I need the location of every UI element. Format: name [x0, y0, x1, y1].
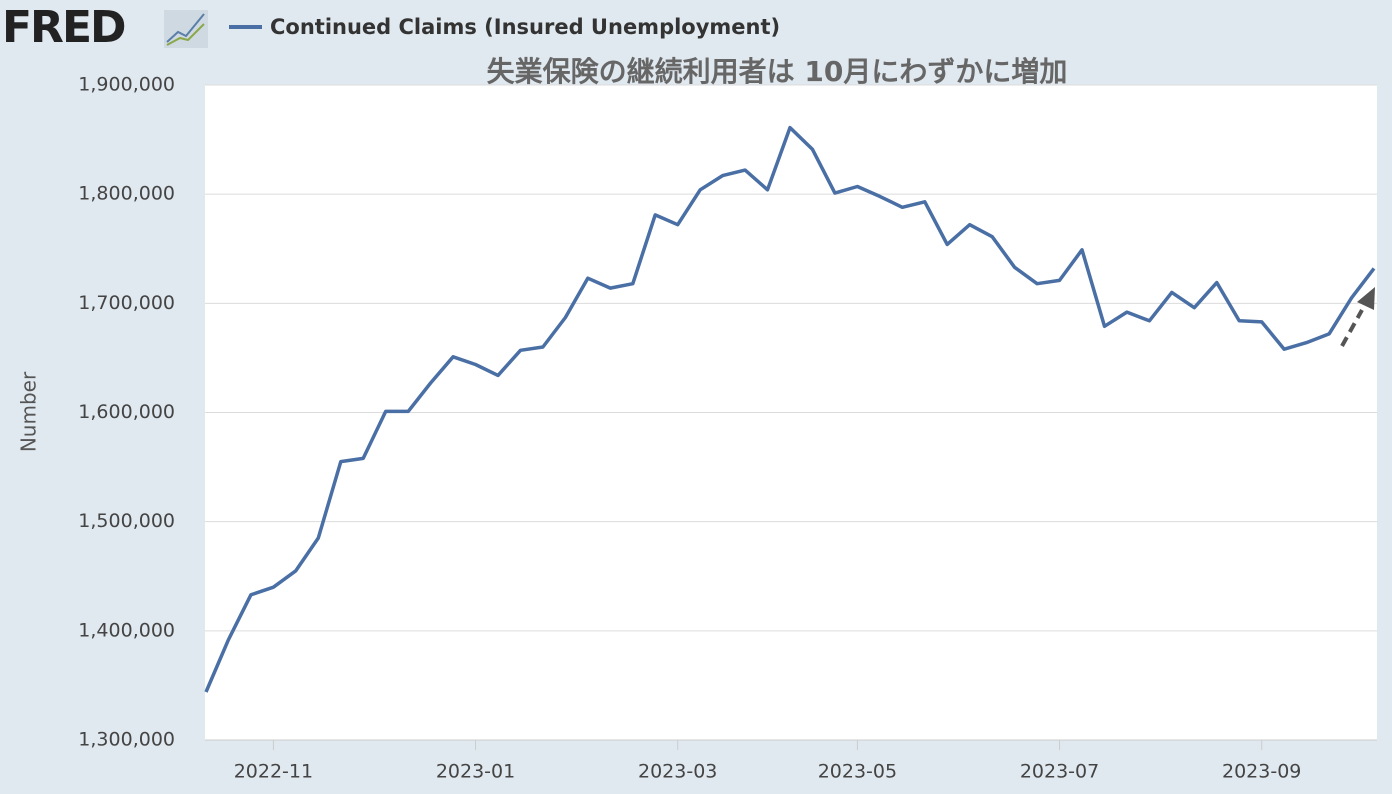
y-tick-label: 1,700,000	[78, 292, 175, 314]
x-tick-label: 2023-03	[638, 761, 717, 783]
data-line	[204, 125, 1376, 693]
y-tick-label: 1,500,000	[78, 510, 175, 532]
chart-title: 失業保険の継続利用者は 10月にわずかに増加	[487, 55, 1068, 88]
y-tick-label: 1,400,000	[78, 619, 175, 641]
x-tick-label: 2023-07	[1020, 761, 1099, 783]
x-tick-label: 2023-05	[818, 761, 897, 783]
y-axis-label: Number	[17, 371, 41, 452]
x-tick-label: 2023-01	[436, 761, 515, 783]
x-tick-label: 2022-11	[234, 761, 313, 783]
y-tick-label: 1,800,000	[78, 183, 175, 205]
logo: FRED	[2, 2, 125, 53]
y-tick-label: 1,900,000	[78, 74, 175, 96]
y-tick-label: 1,300,000	[78, 729, 175, 751]
legend-label: Continued Claims (Insured Unemployment)	[270, 15, 780, 39]
logo-icon	[164, 10, 208, 48]
annotation-arrow	[1340, 287, 1375, 347]
x-tick-label: 2023-09	[1222, 761, 1301, 783]
y-tick-label: 1,600,000	[78, 401, 175, 423]
